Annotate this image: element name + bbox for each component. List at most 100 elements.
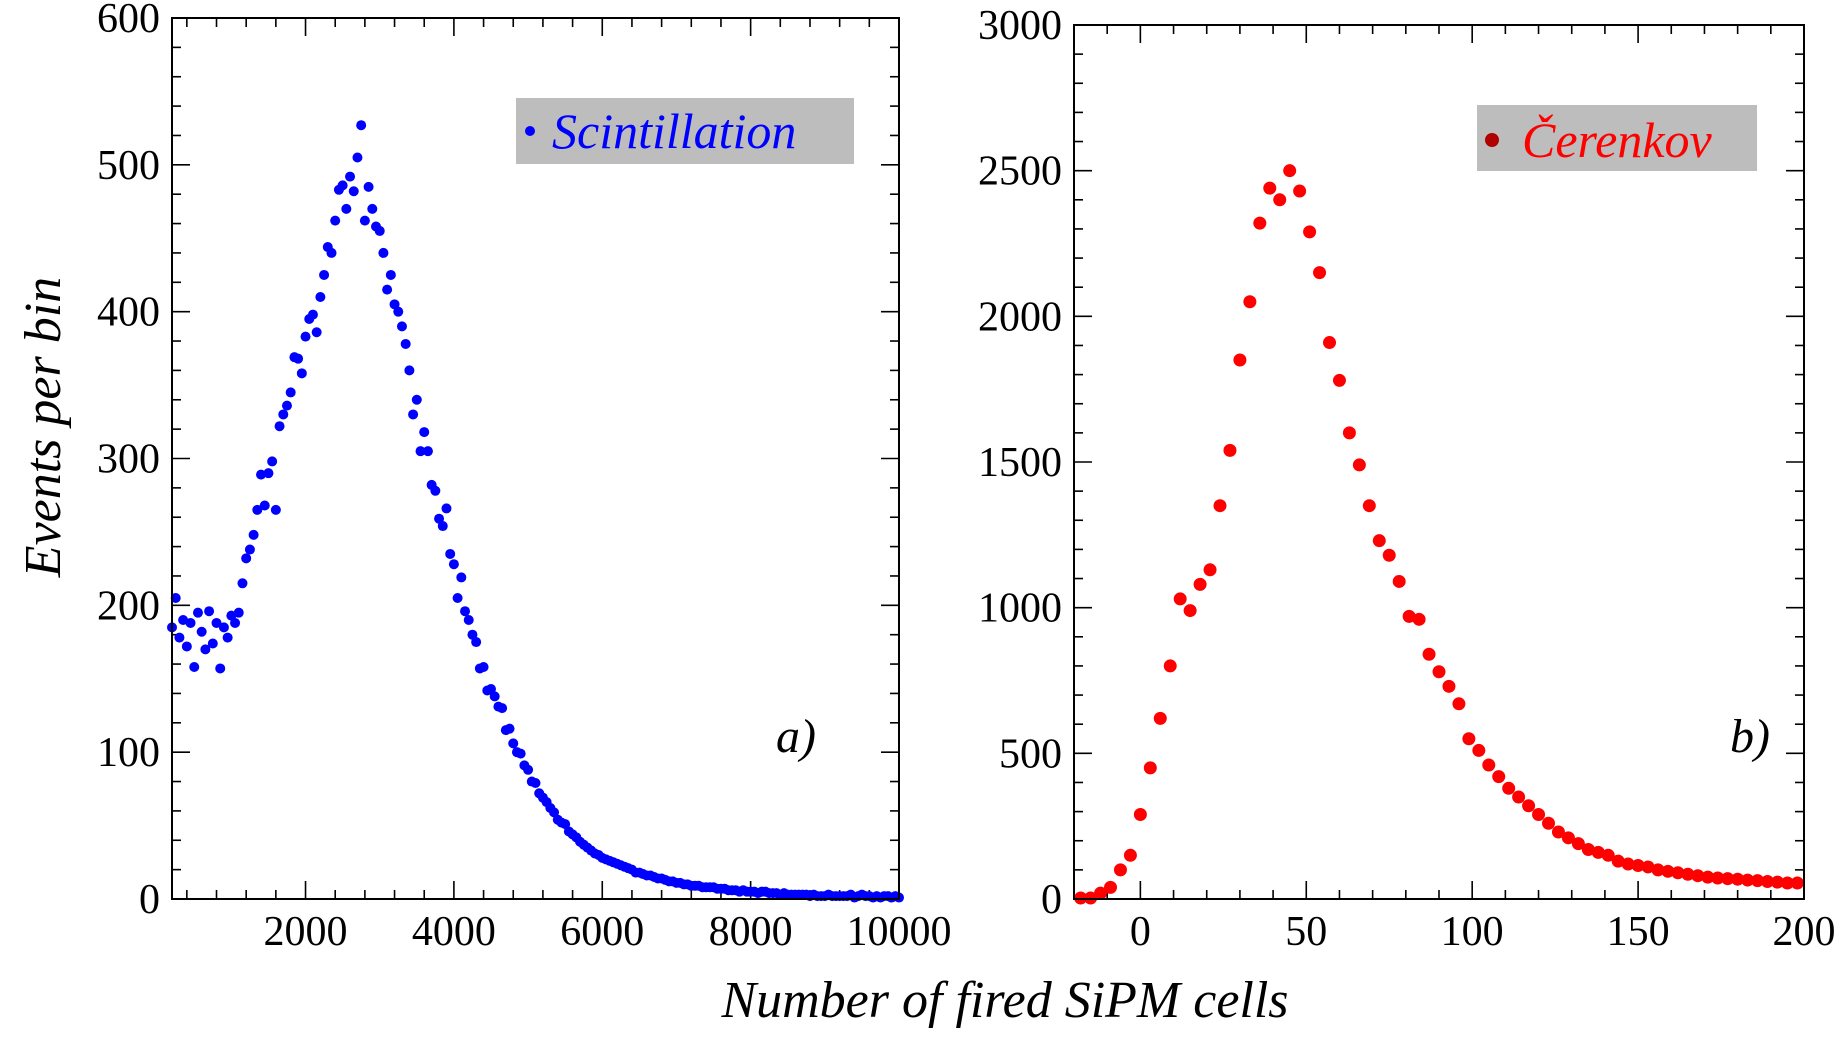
a-data-point <box>523 764 534 775</box>
b-data-point <box>1233 353 1247 367</box>
a-data-point <box>367 203 378 214</box>
b-x-tick-label: 100 <box>1441 909 1504 955</box>
a-data-point <box>463 615 474 626</box>
b-data-point <box>1651 863 1665 877</box>
a-y-tick-label: 500 <box>97 143 160 189</box>
a-data-point <box>267 456 278 467</box>
b-data-point <box>1372 534 1386 548</box>
b-y-tick-label: 1500 <box>978 440 1062 486</box>
a-data-point <box>315 291 326 302</box>
b-x-tick-label: 50 <box>1285 909 1327 955</box>
legend-marker-scintillation <box>525 126 535 136</box>
b-data-point <box>1193 577 1207 591</box>
b-data-point <box>1482 758 1496 772</box>
b-data-point <box>1293 184 1307 198</box>
a-data-point <box>356 120 367 131</box>
b-data-point <box>1532 808 1546 822</box>
a-data-point <box>345 171 356 182</box>
b-data-point <box>1770 875 1784 889</box>
a-data-point <box>204 606 215 617</box>
b-data-point <box>1183 604 1197 618</box>
b-data-point <box>1263 181 1277 195</box>
a-data-point <box>445 548 456 559</box>
b-data-point <box>1472 743 1486 757</box>
panel-a-label: a) <box>776 710 816 763</box>
a-data-point <box>248 529 259 540</box>
panel-a-scintillation: 2000 4000 6000 8000 10000 0 100 200 300 400 500 600… <box>97 0 952 955</box>
a-data-point <box>456 572 467 583</box>
b-y-tick-label: 1000 <box>978 586 1062 632</box>
b-data-point <box>1382 548 1396 562</box>
a-data-point <box>515 748 526 759</box>
a-data-point <box>285 387 296 398</box>
panel-b-frame <box>1073 24 1805 900</box>
panel-a-legend: Scintillation <box>516 98 854 164</box>
a-data-point <box>393 306 404 317</box>
a-data-point <box>192 607 203 618</box>
b-data-point <box>1701 870 1715 884</box>
a-data-point <box>170 592 181 603</box>
b-data-point <box>1113 863 1127 877</box>
b-data-point <box>1133 808 1147 822</box>
a-data-point <box>478 662 489 673</box>
a-data-point <box>441 503 452 514</box>
a-data-point <box>471 637 482 648</box>
b-y-tick-label: 3000 <box>978 3 1062 49</box>
b-data-point <box>1452 697 1466 711</box>
b-data-point <box>1512 790 1526 804</box>
a-data-point <box>263 468 274 479</box>
b-data-point <box>1641 860 1655 874</box>
b-data-point <box>1432 665 1446 679</box>
b-data-point <box>1352 458 1366 472</box>
b-data-point <box>1303 225 1317 239</box>
b-data-point <box>1163 659 1177 673</box>
a-data-point <box>408 409 419 420</box>
a-data-point <box>256 469 267 480</box>
b-data-point <box>1462 732 1476 746</box>
y-axis-title: Events per bin <box>15 277 72 578</box>
a-data-point <box>307 309 318 320</box>
a-data-point <box>330 215 341 226</box>
panel-a-points <box>167 120 904 903</box>
a-data-point <box>452 592 463 603</box>
a-data-point <box>337 180 348 191</box>
b-data-point <box>1621 857 1635 871</box>
b-data-point <box>1094 886 1108 900</box>
a-data-point <box>422 446 433 457</box>
a-data-point <box>293 353 304 364</box>
a-data-point <box>200 644 211 655</box>
b-data-point <box>1581 842 1595 856</box>
b-data-point <box>1243 295 1257 309</box>
b-data-point <box>1751 874 1765 888</box>
b-data-point <box>1761 875 1774 889</box>
b-data-point <box>1123 848 1137 862</box>
panel-a-ticks <box>172 17 900 900</box>
b-data-point <box>1492 770 1506 784</box>
a-x-tick-label: 4000 <box>412 909 496 955</box>
b-data-point <box>1591 845 1605 859</box>
b-data-point <box>1731 872 1745 886</box>
a-data-point <box>300 331 311 342</box>
a-data-point <box>460 606 471 617</box>
b-data-point <box>1362 499 1376 513</box>
a-x-tick-label: 8000 <box>709 909 793 955</box>
b-data-point <box>1342 426 1356 440</box>
b-data-point <box>1601 848 1615 862</box>
a-data-point <box>374 225 385 236</box>
b-data-point <box>1442 679 1456 693</box>
b-data-point <box>1721 872 1735 886</box>
b-data-point <box>1542 816 1555 830</box>
b-data-point <box>1173 592 1187 606</box>
a-data-point <box>215 663 226 674</box>
a-data-point <box>274 421 285 432</box>
b-data-point <box>1392 574 1406 588</box>
a-x-tick-label: 6000 <box>560 909 644 955</box>
a-data-point <box>296 368 307 379</box>
b-y-tick-label: 500 <box>999 731 1062 777</box>
legend-box-scintillation <box>516 98 854 164</box>
a-data-point <box>174 632 185 643</box>
b-data-point <box>1153 711 1167 725</box>
a-data-point <box>185 617 196 628</box>
a-data-point <box>419 427 430 438</box>
